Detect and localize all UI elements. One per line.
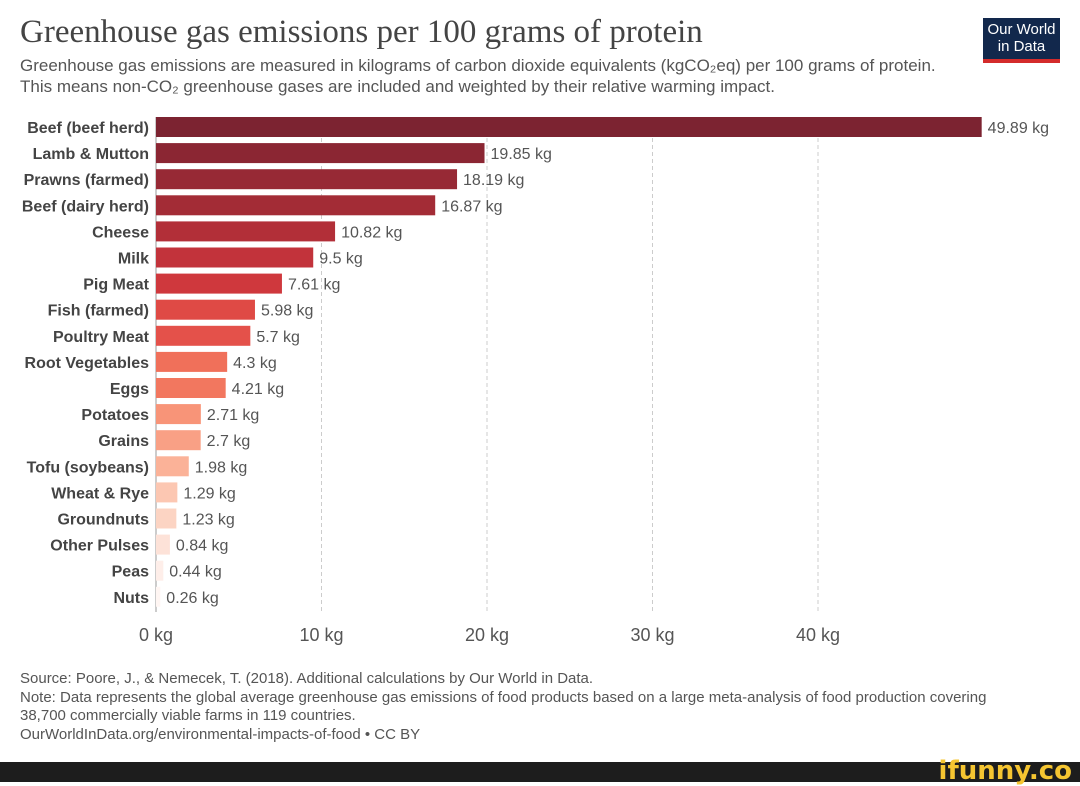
value-label: 0.84 kg xyxy=(176,538,228,555)
bar xyxy=(156,560,164,581)
bar-chart: 0 kg 10 kg 20 kg 30 kg 40 kg Beef (beef herd)… xyxy=(22,117,1049,645)
owid-logo[interactable]: Our World in Data xyxy=(983,18,1060,63)
category-label: Fish (farmed) xyxy=(48,303,149,320)
bar xyxy=(156,482,178,503)
bar xyxy=(156,351,228,372)
category-label: Other Pulses xyxy=(50,538,149,555)
category-label: Peas xyxy=(112,564,149,581)
value-label: 1.98 kg xyxy=(195,459,247,476)
watermark-bar: ifunny.co xyxy=(0,756,1080,786)
value-label: 0.26 kg xyxy=(166,590,218,607)
source-link[interactable]: OurWorldInData.org/environmental-impacts… xyxy=(20,725,421,743)
value-label: 5.98 kg xyxy=(261,303,313,320)
category-label: Beef (dairy herd) xyxy=(22,198,149,215)
bar xyxy=(156,273,282,294)
x-tick-label: 0 kg xyxy=(139,625,173,645)
chart-subtitle: Greenhouse gas emissions are measured in… xyxy=(20,56,936,96)
bar xyxy=(156,143,485,164)
bar xyxy=(156,221,336,242)
category-label: Eggs xyxy=(110,381,149,398)
category-label: Beef (beef herd) xyxy=(27,120,149,137)
source-text: Source: Poore, J., & Nemecek, T. (2018).… xyxy=(20,670,594,687)
category-label: Root Vegetables xyxy=(25,355,150,372)
category-label: Milk xyxy=(118,251,149,268)
category-label: Cheese xyxy=(92,224,149,241)
category-label: Wheat & Rye xyxy=(51,485,149,502)
value-label: 18.19 kg xyxy=(463,172,524,189)
value-label: 2.7 kg xyxy=(207,433,251,450)
bar xyxy=(156,195,436,216)
bar xyxy=(156,586,161,607)
bar xyxy=(156,247,314,268)
x-tick-label: 20 kg xyxy=(465,625,509,645)
value-label: 4.3 kg xyxy=(233,355,277,372)
bar xyxy=(156,404,201,425)
category-label: Tofu (soybeans) xyxy=(27,459,149,476)
value-label: 1.23 kg xyxy=(182,512,234,529)
bar xyxy=(156,378,226,398)
bar xyxy=(156,508,177,529)
value-label: 9.5 kg xyxy=(319,251,363,268)
bar xyxy=(156,117,982,137)
value-label: 7.61 kg xyxy=(288,277,340,294)
chart-footer: Source: Poore, J., & Nemecek, T. (2018).… xyxy=(20,670,1020,744)
bar xyxy=(156,325,251,346)
value-label: 4.21 kg xyxy=(232,381,284,398)
value-label: 1.29 kg xyxy=(183,485,235,502)
ifunny-watermark: ifunny.co xyxy=(938,756,1072,786)
x-tick-label: 30 kg xyxy=(630,625,674,645)
bar xyxy=(156,456,189,477)
category-label: Poultry Meat xyxy=(53,329,150,346)
category-label: Lamb & Mutton xyxy=(33,146,149,163)
value-label: 49.89 kg xyxy=(988,120,1049,137)
category-label: Grains xyxy=(98,433,149,450)
value-label: 16.87 kg xyxy=(441,198,502,215)
value-label: 19.85 kg xyxy=(491,146,552,163)
category-label: Groundnuts xyxy=(57,512,149,529)
value-label: 0.44 kg xyxy=(169,564,221,581)
value-label: 10.82 kg xyxy=(341,224,402,241)
category-label: Pig Meat xyxy=(83,277,149,294)
category-label: Prawns (farmed) xyxy=(24,172,149,189)
x-tick-label: 10 kg xyxy=(299,625,343,645)
category-label: Potatoes xyxy=(81,407,149,424)
bar xyxy=(156,534,170,555)
bar xyxy=(156,169,458,190)
category-label: Nuts xyxy=(113,590,149,607)
bar xyxy=(156,299,255,320)
note-text: Note: Data represents the global average… xyxy=(20,688,987,725)
bar xyxy=(156,430,201,451)
chart-title: Greenhouse gas emissions per 100 grams o… xyxy=(20,14,703,50)
value-label: 5.7 kg xyxy=(256,329,300,346)
value-label: 2.71 kg xyxy=(207,407,259,424)
x-tick-label: 40 kg xyxy=(796,625,840,645)
